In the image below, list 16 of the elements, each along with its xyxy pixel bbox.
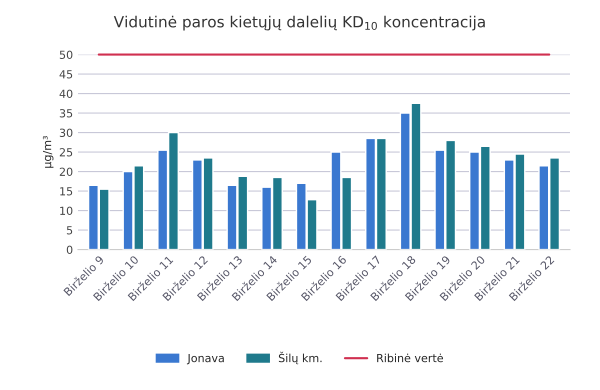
y-tick-label: 5 [66, 226, 72, 234]
legend-label: Ribinė vertė [377, 354, 444, 362]
y-tick-label: 50 [60, 50, 72, 59]
legend-label: Jonava [186, 354, 224, 364]
y-tick-label: 35 [60, 109, 72, 118]
y-tick-label: 15 [60, 187, 72, 196]
legend-label: Šilų km. [278, 352, 322, 364]
y-tick-label: 20 [60, 168, 72, 176]
y-tick-label: 10 [60, 206, 72, 215]
y-tick-label: 0 [66, 246, 72, 254]
y-tick-label: 40 [60, 90, 72, 98]
y-axis-title: µg/m³ [42, 136, 54, 168]
y-tick-label: 30 [60, 128, 72, 137]
y-tick-label: 25 [60, 148, 72, 156]
y-tick-label: 45 [60, 70, 72, 78]
chart-title: Vidutinė paros kietųjų dalelių KD$_{10}$ koncentracija [114, 16, 485, 30]
